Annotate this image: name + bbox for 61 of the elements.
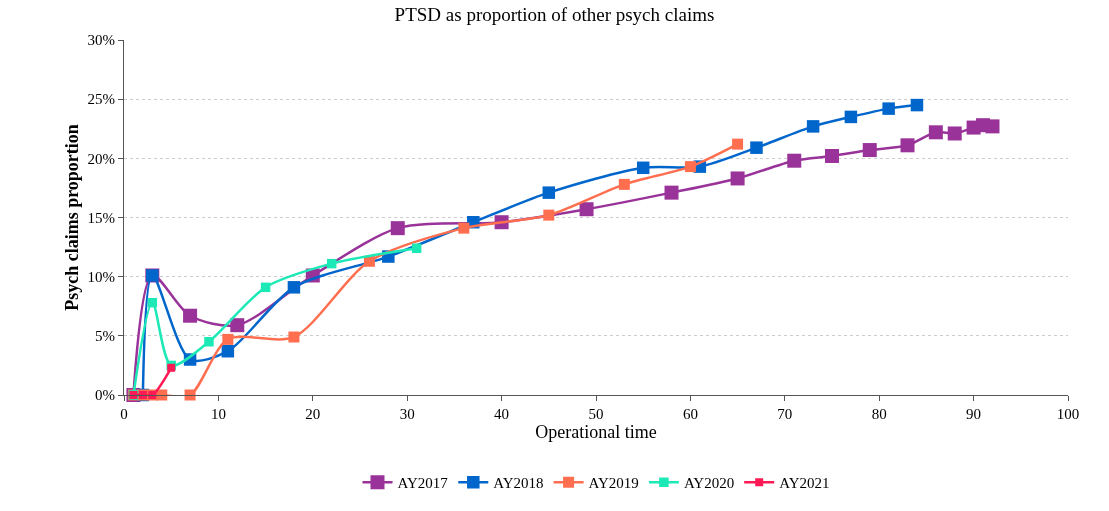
- point: [230, 318, 245, 333]
- x-tick-label: 80: [871, 406, 887, 422]
- point: [664, 185, 679, 200]
- point: [985, 119, 1000, 134]
- x-tick-label: 70: [777, 406, 793, 422]
- point: [910, 98, 924, 112]
- point: [260, 282, 271, 293]
- x-tick-label: 30: [399, 406, 415, 422]
- x-tick-label: 90: [966, 406, 982, 422]
- legend-label: AY2019: [588, 475, 639, 492]
- point: [882, 102, 895, 115]
- point: [147, 297, 158, 308]
- point: [618, 178, 630, 190]
- x-tick-label: 10: [210, 406, 226, 422]
- point: [684, 161, 696, 173]
- legend-label: AY2020: [683, 475, 735, 492]
- point: [221, 344, 235, 358]
- point: [732, 138, 744, 150]
- x-tick-label: 0: [120, 406, 128, 422]
- y-tick-label: 10%: [87, 268, 115, 285]
- point: [204, 337, 214, 347]
- point: [900, 138, 915, 153]
- point: [636, 161, 650, 175]
- point: [825, 148, 839, 163]
- y-tick-label: 0%: [95, 387, 115, 404]
- point: [390, 221, 405, 236]
- x-tick-label: 100: [1056, 406, 1080, 422]
- point: [326, 258, 337, 269]
- point: [183, 308, 198, 323]
- point: [730, 171, 745, 186]
- legend-label: AY2021: [779, 475, 830, 492]
- legend-label: AY2017: [397, 475, 449, 492]
- point: [184, 389, 196, 401]
- y-axis-title: Psych claims proportion: [62, 124, 82, 311]
- y-tick-label: 5%: [95, 328, 115, 345]
- point: [411, 243, 422, 254]
- x-tick-label: 50: [588, 406, 604, 422]
- point: [287, 281, 301, 294]
- point: [947, 126, 962, 141]
- y-tick-label: 20%: [87, 150, 115, 167]
- point: [543, 209, 555, 221]
- x-tick-label: 40: [494, 406, 510, 422]
- point: [458, 222, 470, 234]
- point: [579, 202, 594, 217]
- point: [806, 120, 820, 133]
- point: [787, 153, 802, 168]
- legend-label: AY2018: [493, 475, 544, 492]
- chart-title: PTSD as proportion of other psych claims: [394, 3, 715, 25]
- y-tick-label: 30%: [87, 32, 115, 49]
- y-tick-label: 15%: [87, 209, 115, 226]
- point: [844, 110, 858, 124]
- point: [928, 125, 943, 140]
- point: [288, 331, 300, 343]
- point: [542, 186, 556, 199]
- point: [862, 143, 877, 158]
- x-tick-label: 20: [305, 406, 321, 422]
- point: [750, 141, 763, 154]
- x-tick-label: 60: [682, 406, 698, 422]
- point: [222, 333, 234, 345]
- y-tick-label: 25%: [87, 91, 115, 108]
- x-axis-title: Operational time: [535, 422, 657, 442]
